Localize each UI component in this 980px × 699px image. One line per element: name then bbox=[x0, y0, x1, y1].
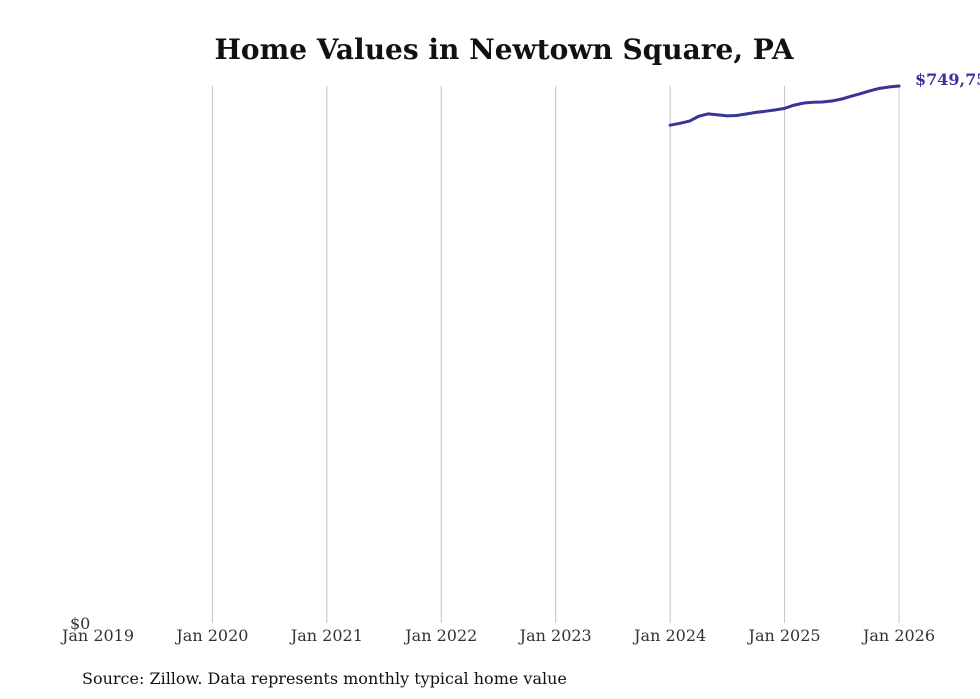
y-tick-label: $0 bbox=[70, 614, 90, 633]
data-point bbox=[697, 115, 700, 118]
data-point bbox=[821, 101, 824, 104]
data-point bbox=[792, 104, 795, 107]
data-point bbox=[783, 107, 786, 110]
x-tick-label: Jan 2022 bbox=[403, 626, 477, 645]
x-tick-label: Jan 2021 bbox=[289, 626, 363, 645]
x-tick-label: Jan 2025 bbox=[747, 626, 821, 645]
data-point bbox=[764, 110, 767, 113]
data-point bbox=[678, 122, 681, 125]
data-point bbox=[860, 92, 863, 95]
data-point bbox=[735, 114, 738, 117]
data-point bbox=[869, 89, 872, 92]
data-point bbox=[812, 101, 815, 104]
data-point bbox=[840, 98, 843, 100]
series-layer: $749,750 bbox=[668, 70, 980, 127]
data-point bbox=[803, 102, 806, 105]
data-point bbox=[688, 120, 691, 123]
data-point bbox=[726, 114, 729, 117]
x-axis-ticks: Jan 2019 Jan 2020 Jan 2021 Jan 2022 Jan 2023… bbox=[60, 626, 935, 645]
chart-title: Home Values in Newtown Square, PA bbox=[214, 33, 794, 66]
data-point bbox=[831, 99, 834, 102]
gridlines bbox=[211, 86, 900, 623]
x-tick-label: Jan 2020 bbox=[174, 626, 248, 645]
data-point bbox=[898, 85, 900, 87]
data-point bbox=[706, 112, 709, 115]
data-point bbox=[849, 95, 852, 98]
source-note: Source: Zillow. Data represents monthly … bbox=[82, 669, 567, 688]
data-point bbox=[754, 111, 757, 114]
x-tick-label: Jan 2019 bbox=[60, 626, 134, 645]
x-tick-label: Jan 2024 bbox=[632, 626, 706, 645]
end-value-label: $749,750 bbox=[915, 70, 980, 89]
data-point bbox=[774, 108, 777, 111]
data-point bbox=[888, 85, 891, 88]
data-point bbox=[745, 112, 748, 115]
data-point bbox=[669, 124, 672, 127]
x-tick-label: Jan 2023 bbox=[518, 626, 592, 645]
x-tick-label: Jan 2026 bbox=[861, 626, 935, 645]
data-point bbox=[878, 87, 881, 90]
data-point bbox=[717, 113, 720, 116]
